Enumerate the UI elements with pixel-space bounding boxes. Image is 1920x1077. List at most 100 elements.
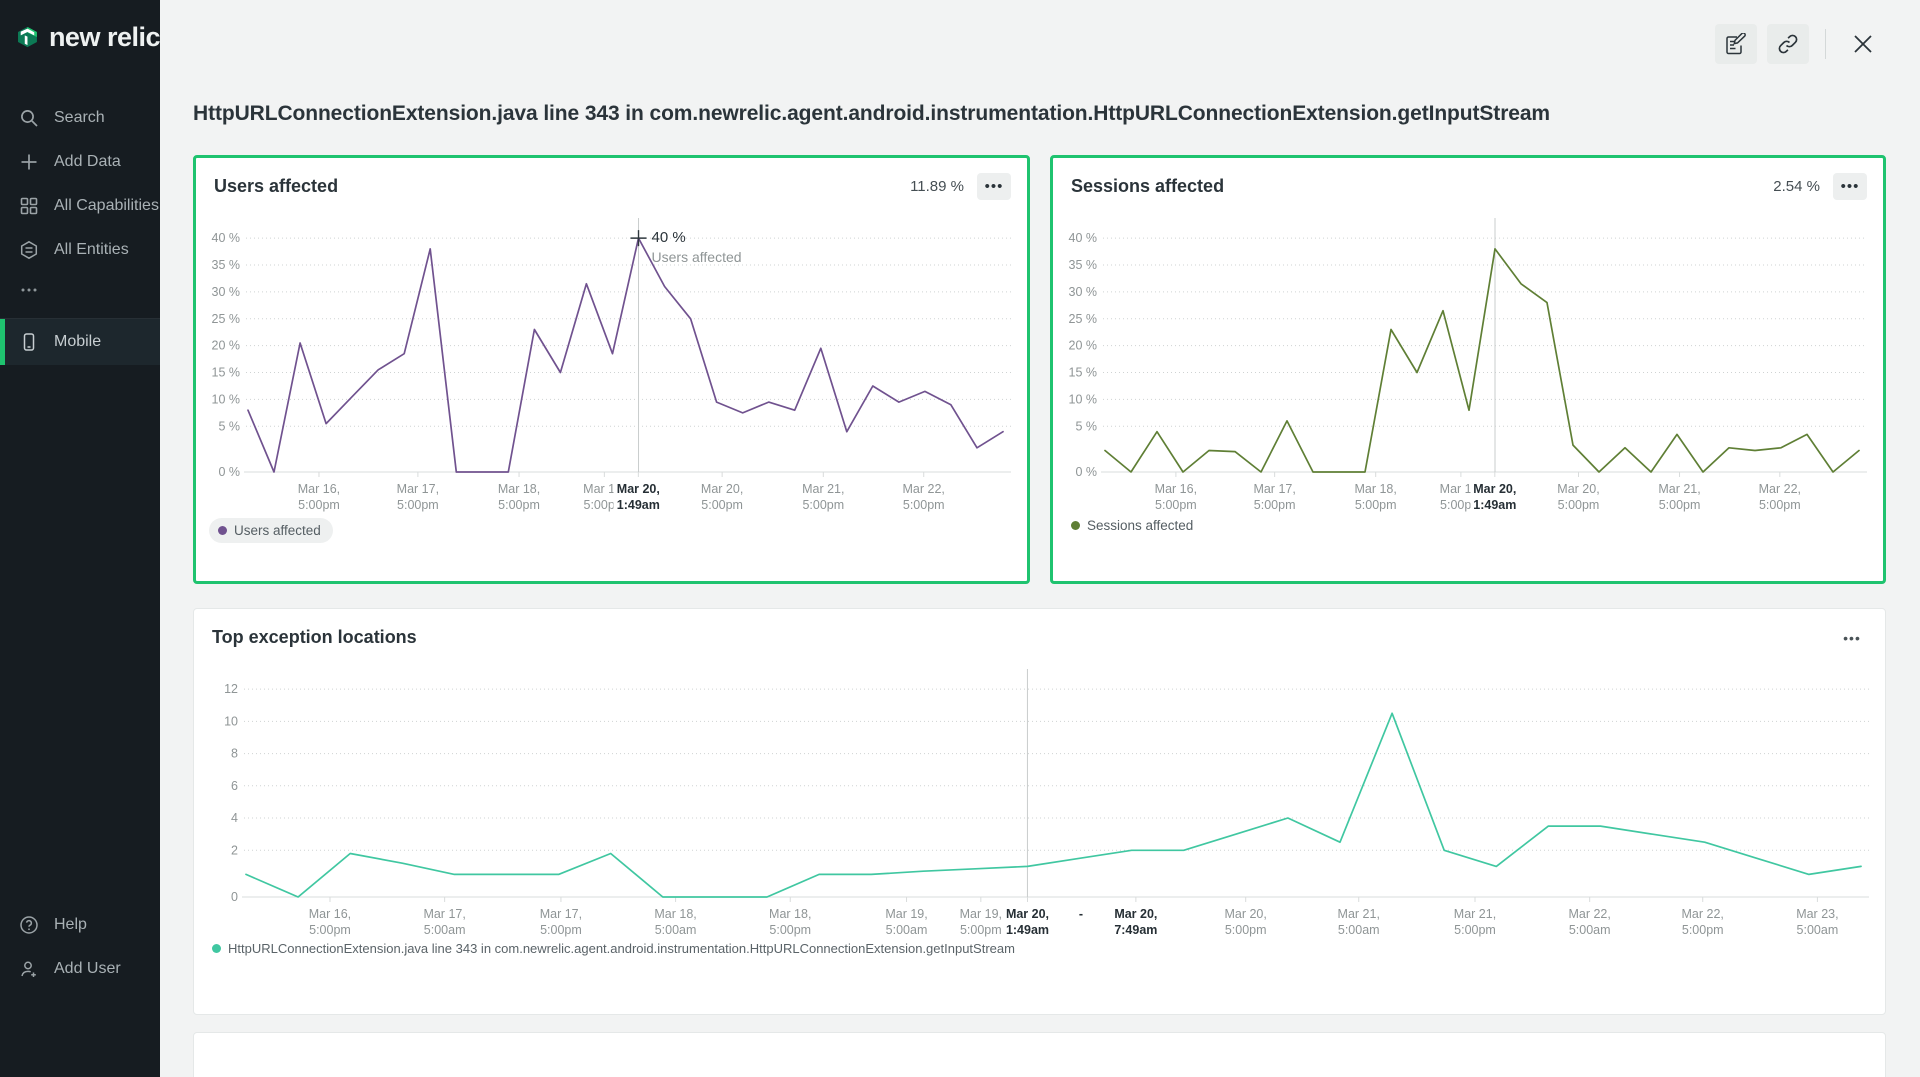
svg-text:10 %: 10 % [1069,392,1098,406]
sidebar-footer: Help Add User [0,903,160,991]
sessions-affected-card: Sessions affected 2.54 % ••• 0 % 5 % 10 % 1… [1050,155,1886,584]
svg-text:8: 8 [231,747,238,761]
x-axis-label: Mar 20, 5:00pm [1224,907,1267,938]
users-affected-legend[interactable]: Users affected [209,518,333,543]
x-axis-label: Mar 22, 5:00pm [902,482,945,513]
x-axis-label: Mar 20, 5:00pm [1557,482,1600,513]
x-axis-label: - [1075,906,1087,923]
top-exception-locations-menu-button[interactable]: ••• [1835,624,1869,651]
svg-text:4: 4 [231,811,238,825]
users-affected-header: Users affected 11.89 % ••• [196,158,1027,206]
sidebar-item-search[interactable]: Search [0,96,160,140]
error-detail-panel: HttpURLConnectionExtension.java line 343… [160,0,1920,1077]
sessions-legend-label: Sessions affected [1087,518,1194,533]
sidebar-item-add-user[interactable]: Add User [0,947,160,991]
users-affected-chart[interactable]: 0 % 5 % 10 % 15 % 20 % 25 % 30 % 35 % 40 % 40 % Us… [202,212,1013,514]
x-axis-label: Mar 16, 5:00pm [297,482,341,513]
x-axis-label: Mar 20, 1:49am [613,481,663,514]
sidebar: new relic Search Add Data All Capabiliti… [0,0,160,1077]
sessions-legend-dot-icon [1071,521,1080,530]
help-icon [19,915,39,935]
top-exception-locations-title: Top exception locations [212,627,417,647]
svg-text:5 %: 5 % [218,419,240,433]
sidebar-item-label: Add User [54,960,121,977]
sidebar-item-label: All Capabilities [54,197,159,214]
x-axis-label: Mar 18, 5:00pm [769,907,812,938]
x-axis-label: Mar 18, 5:00pm [497,482,541,513]
top-exception-locations-card: Top exception locations ••• 0 2 4 6 8 10 12 Mar… [193,608,1886,1015]
x-axis-label: Mar 20, 1:49am [1470,481,1520,514]
svg-text:5 %: 5 % [1075,419,1097,433]
users-affected-title: Users affected [214,176,339,196]
svg-text:30 %: 30 % [1069,285,1098,299]
hexagon-list-icon [19,240,39,260]
next-panel-partial [193,1032,1886,1077]
x-axis-label: Mar 19, 5:00am [885,907,928,938]
x-axis-label: Mar 21, 5:00pm [1453,907,1497,938]
sidebar-item-label: Mobile [54,333,102,350]
newrelic-logo[interactable]: new relic [0,0,160,74]
svg-text:0 %: 0 % [218,465,240,478]
svg-text:25 %: 25 % [212,312,241,326]
sidebar-item-mobile[interactable]: Mobile [0,319,160,365]
users-affected-value: 11.89 % [910,178,964,195]
mobile-icon [19,332,39,352]
svg-text:35 %: 35 % [1069,258,1098,272]
add-note-button[interactable] [1715,24,1757,64]
x-axis-label: Mar 20, 7:49am [1111,906,1161,939]
svg-text:0 %: 0 % [1075,465,1097,478]
search-icon [19,108,39,128]
users-affected-menu-button[interactable]: ••• [977,173,1011,200]
svg-text:10: 10 [224,714,238,728]
sessions-affected-title: Sessions affected [1071,176,1225,196]
svg-text:0: 0 [231,890,238,903]
svg-text:40 %: 40 % [212,231,241,245]
x-axis-label: Mar 17, 5:00pm [539,907,583,938]
top-exception-locations-chart[interactable]: 0 2 4 6 8 10 12 Mar 16, 5:00pm Mar 17, 5:00am Mar 1… [200,663,1871,939]
x-axis-label: Mar 18, 5:00am [654,907,697,938]
svg-text:40 %: 40 % [1069,231,1098,245]
x-axis-label: Mar 21, 5:00pm [802,482,845,513]
x-axis-label: Mar 18, 5:00pm [1354,482,1397,513]
grid-icon [19,196,39,216]
close-panel-button[interactable] [1842,24,1884,64]
x-axis-label: Mar 16, 5:00pm [1154,482,1198,513]
note-edit-icon [1726,33,1746,55]
svg-text:20 %: 20 % [212,339,241,353]
panel-actions [1715,24,1884,64]
svg-text:10 %: 10 % [212,392,241,406]
newrelic-logo-text: new relic [48,21,160,52]
sidebar-item-help[interactable]: Help [0,903,160,947]
svg-text:25 %: 25 % [1069,312,1098,326]
x-axis-label: Mar 21, 5:00pm [1658,482,1701,513]
users-legend-label: Users affected [234,523,321,538]
sidebar-item-all-capabilities[interactable]: All Capabilities [0,184,160,228]
users-legend-dot-icon [218,526,227,535]
svg-text:15 %: 15 % [212,366,241,380]
sidebar-item-all-entities[interactable]: All Entities [0,228,160,272]
locations-legend-dot-icon [212,944,221,953]
x-axis-label: Mar 21, 5:00am [1337,907,1380,938]
svg-text:15 %: 15 % [1069,366,1098,380]
x-axis-label: Mar 23, 5:00am [1796,907,1839,938]
svg-text:2: 2 [231,843,238,857]
x-axis-label: Mar 22, 5:00pm [1758,482,1802,513]
sidebar-nav: Search Add Data All Capabilities All Ent… [0,96,160,308]
plus-icon [19,152,39,172]
sessions-affected-chart[interactable]: 0 % 5 % 10 % 15 % 20 % 25 % 30 % 35 % 40 % Mar 16… [1059,212,1869,514]
x-axis-label: Mar 16, 5:00pm [308,907,352,938]
top-exception-locations-legend[interactable]: HttpURLConnectionExtension.java line 343… [212,941,1015,956]
sidebar-item-add-data[interactable]: Add Data [0,140,160,184]
sidebar-item-more[interactable] [0,272,160,308]
x-axis-label: Mar 22, 5:00am [1568,907,1611,938]
sessions-affected-header: Sessions affected 2.54 % ••• [1053,158,1883,206]
newrelic-logo-icon [18,26,37,48]
sessions-affected-menu-button[interactable]: ••• [1833,173,1867,200]
sidebar-item-label: Add Data [54,153,121,170]
actions-divider [1825,29,1826,59]
copy-link-button[interactable] [1767,24,1809,64]
add-user-icon [19,959,39,979]
sessions-affected-legend[interactable]: Sessions affected [1071,518,1193,533]
svg-text:6: 6 [231,779,238,793]
